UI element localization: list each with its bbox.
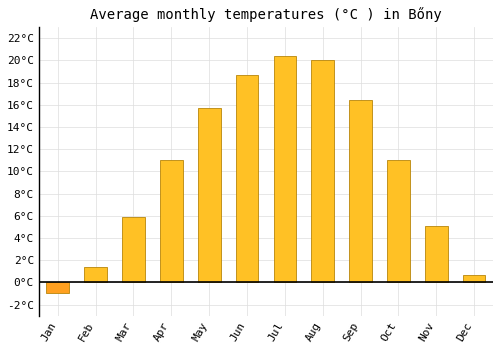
Bar [198,108,220,282]
Bar [84,267,107,282]
Bar [274,56,296,282]
Bar [46,282,69,293]
Bar [425,226,448,282]
Title: Average monthly temperatures (°C ) in Bőny: Average monthly temperatures (°C ) in Bő… [90,7,442,22]
Bar [122,217,145,282]
Bar [349,100,372,282]
Bar [463,275,485,282]
Bar [236,75,258,282]
Bar [312,61,334,282]
Bar [387,160,410,282]
Bar [160,160,182,282]
